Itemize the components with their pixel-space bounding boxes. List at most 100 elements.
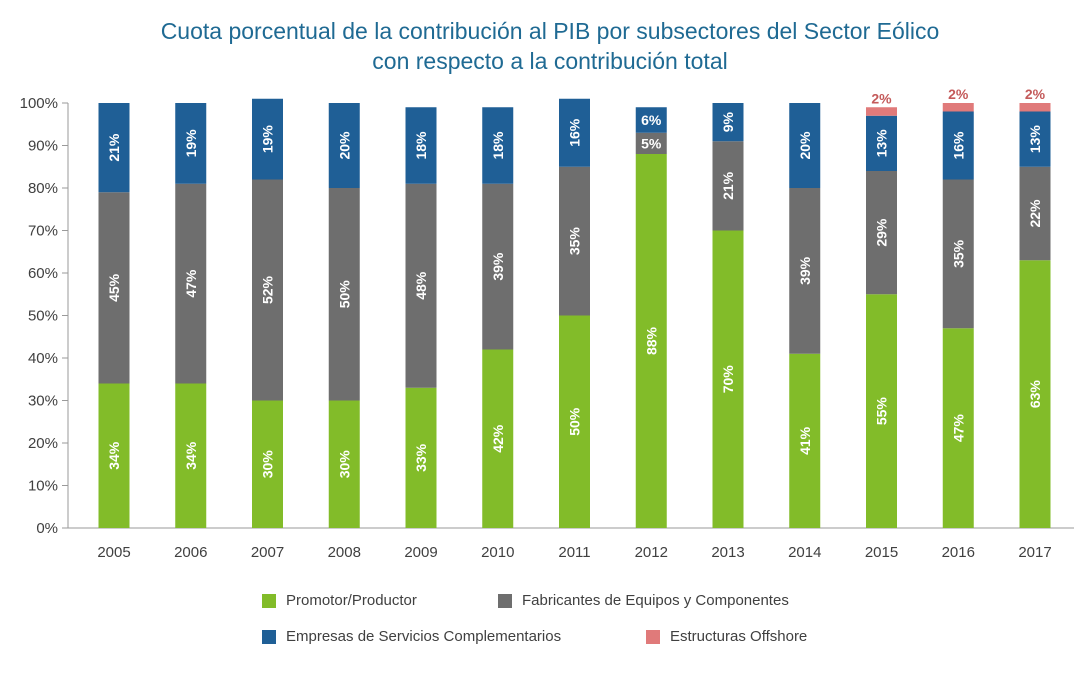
bar-segment-1 [789,353,821,528]
y-tick-label: 90% [28,138,58,155]
bar-segment-2 [559,166,590,316]
bar-segment-2 [789,188,821,354]
x-tick-label: 2008 [328,544,361,561]
legend-swatch [262,630,276,644]
bar-segment-2 [635,132,667,154]
bar-segment-1 [252,400,283,528]
chart-title-line-2: con respecto a la contribución total [372,48,728,74]
data-label: 16% [567,118,583,147]
bar-segment-2 [252,179,283,401]
bar-segment-2 [942,179,974,329]
legend-swatch [262,594,276,608]
bar-segment-2 [866,171,897,295]
data-label: 35% [950,239,966,268]
data-label: 48% [413,271,429,300]
x-tick-label: 2016 [942,544,975,561]
bar-segment-3 [635,107,667,133]
x-tick-label: 2015 [865,544,898,561]
data-label: 20% [336,131,352,160]
y-tick-label: 80% [28,180,58,197]
bar-segment-2 [405,183,437,388]
data-label: 52% [260,275,276,304]
bar-segment-3 [252,98,283,180]
y-tick-label: 20% [28,435,58,452]
bar-segment-2 [98,192,130,384]
bar-segment-3 [175,103,207,184]
data-label: 34% [106,441,122,470]
bar-segment-1 [942,328,974,528]
bar-segment-2 [175,183,207,384]
bar-segment-3 [559,98,590,167]
data-label: 30% [336,450,352,479]
data-label: 18% [490,131,506,160]
data-label: 50% [336,280,352,309]
data-label: 19% [183,129,199,158]
x-tick-label: 2014 [788,544,821,561]
x-tick-label: 2010 [481,544,514,561]
bar-segment-3 [712,103,744,142]
data-label: 21% [720,171,736,200]
data-label: 42% [490,424,506,453]
y-tick-label: 0% [36,520,58,537]
y-tick-label: 10% [28,478,58,495]
bar-segment-3 [98,103,130,193]
data-label: 16% [950,131,966,160]
y-tick-label: 70% [28,223,58,240]
data-label: 33% [413,443,429,472]
bar-segment-3 [405,107,437,184]
data-label: 63% [1027,380,1043,409]
x-tick-label: 2009 [404,544,437,561]
legend-label: Fabricantes de Equipos y Componentes [522,592,789,609]
data-label: 13% [874,129,890,158]
bar-segment-4 [866,107,897,116]
data-label: 55% [874,397,890,426]
data-label: 30% [260,450,276,479]
y-tick-label: 40% [28,350,58,367]
x-tick-label: 2006 [174,544,207,561]
data-label: 35% [567,227,583,256]
data-label: 34% [183,441,199,470]
bar-segment-1 [1019,260,1051,528]
bar-segment-4 [942,103,974,112]
bar-segment-3 [942,111,974,180]
data-label: 47% [950,414,966,443]
data-label: 19% [260,125,276,154]
bar-segment-1 [866,294,897,528]
bar-segment-1 [98,383,130,528]
data-label: 9% [720,111,736,132]
data-label: 6% [641,112,662,128]
bar-segment-2 [1019,166,1051,261]
bar-segment-3 [866,115,897,171]
x-tick-label: 2011 [558,544,590,561]
bar-segment-2 [328,188,360,401]
bar-segment-3 [328,103,360,188]
y-tick-label: 100% [20,95,58,112]
chart-title-line-1: Cuota porcentual de la contribución al P… [160,18,940,44]
bar-segment-2 [712,141,744,231]
bar-segment-1 [635,154,667,528]
bar-segment-1 [175,383,207,528]
data-label: 5% [641,135,662,151]
bar-segment-3 [789,103,821,188]
legend-label: Empresas de Servicios Complementarios [286,628,562,645]
bar-segment-1 [712,230,744,528]
bar-segment-1 [328,400,360,528]
data-label: 2% [871,90,892,106]
y-tick-label: 50% [28,308,58,325]
x-tick-label: 2007 [251,544,284,561]
legend-swatch [498,594,512,608]
x-tick-label: 2017 [1018,544,1051,561]
data-label: 47% [183,269,199,298]
bar-segment-1 [482,349,514,528]
data-label: 41% [797,426,813,455]
data-label: 18% [413,131,429,160]
bar-segment-4 [1019,103,1051,112]
data-label: 39% [797,256,813,285]
data-label: 13% [1027,125,1043,154]
data-label: 2% [948,86,969,102]
data-label: 22% [1027,199,1043,228]
bar-segment-1 [405,387,437,528]
y-tick-label: 30% [28,393,58,410]
bar-segment-3 [1019,111,1051,167]
chart-title: Cuota porcentual de la contribución al P… [0,16,1080,76]
